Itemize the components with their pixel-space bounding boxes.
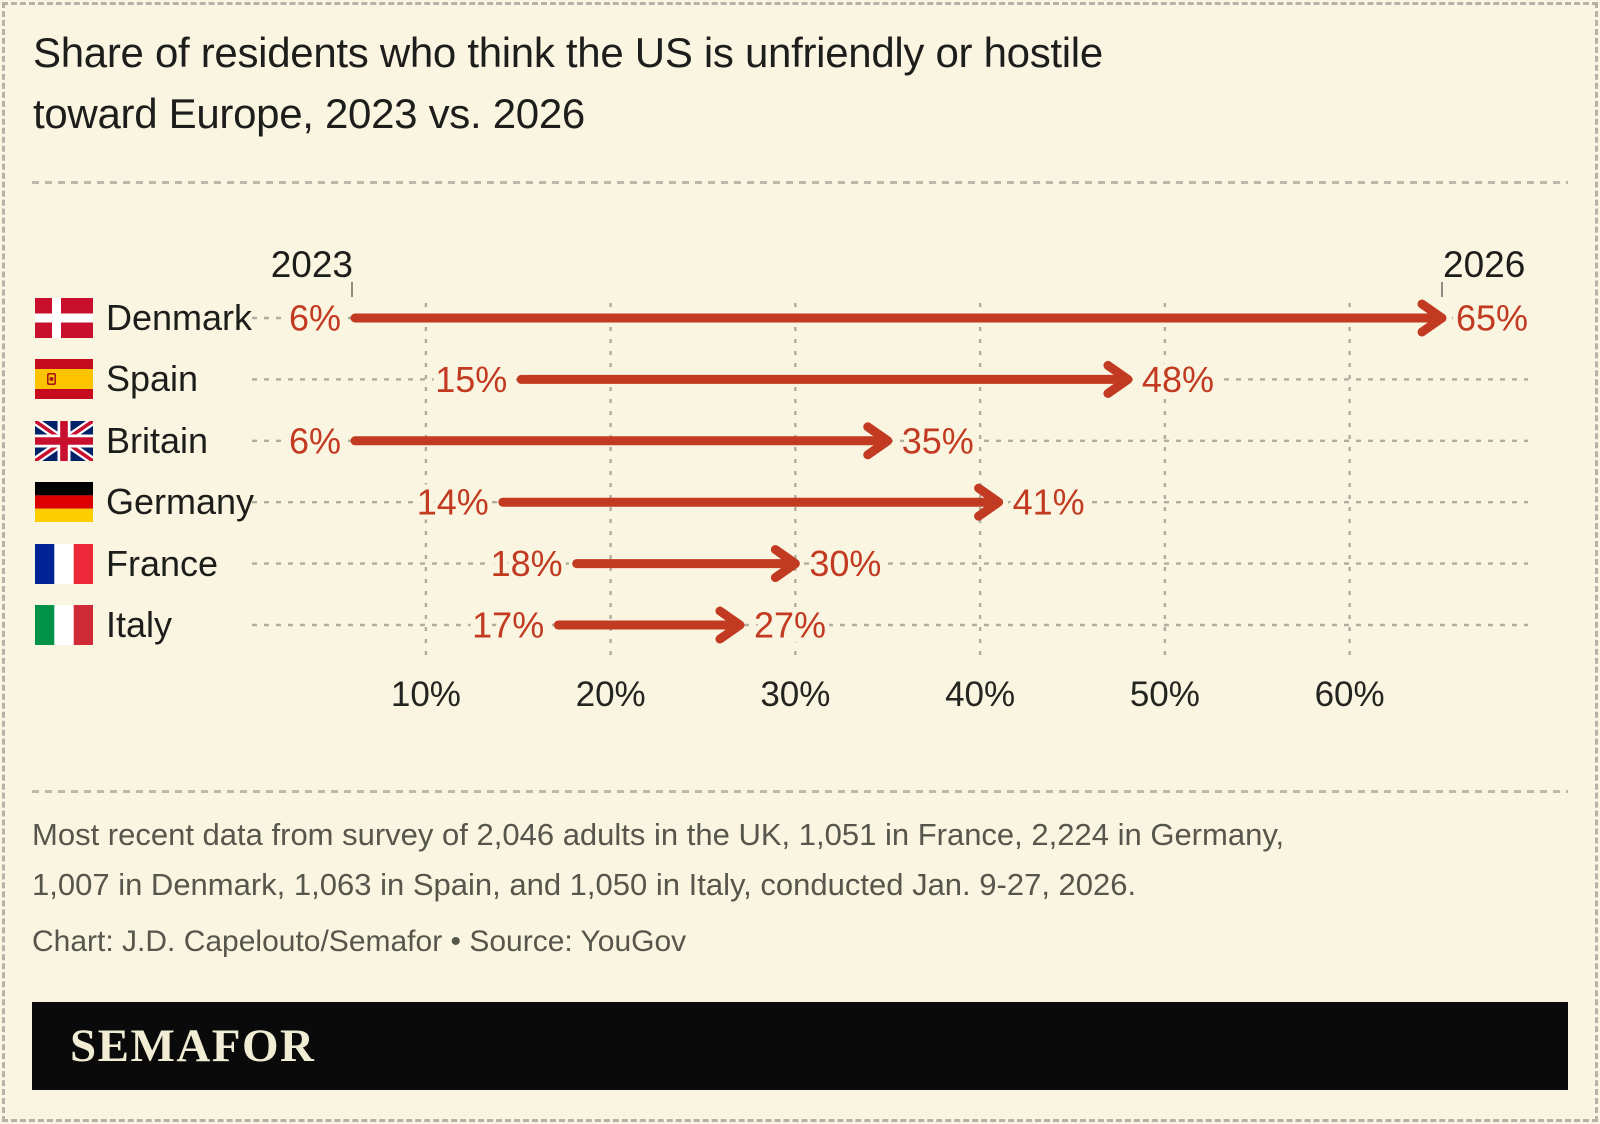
end-value-britain: 35%	[902, 420, 974, 461]
country-row-france: France	[35, 542, 219, 584]
x-axis-label-50%: 50%	[1130, 675, 1200, 714]
arrow-head-france	[770, 545, 800, 583]
title-line-1: Share of residents who think the US is u…	[33, 29, 1103, 76]
year-label-2026: 2026	[1443, 244, 1525, 285]
end-value-spain: 48%	[1142, 359, 1214, 400]
semafor-logo: SEMAFOR	[70, 1020, 316, 1072]
country-row-germany: Germany	[35, 481, 255, 523]
semafor-logo-bar: SEMAFOR	[32, 1002, 1568, 1090]
credit-line: Chart: J.D. Capelouto/Semafor • Source: …	[32, 925, 687, 958]
arrow-head-spain	[1103, 360, 1133, 398]
fr-flag-icon	[35, 543, 93, 584]
de-flag-icon	[35, 482, 93, 523]
start-value-britain: 6%	[289, 420, 341, 461]
country-row-denmark: Denmark	[35, 297, 253, 338]
country-label: Britain	[106, 419, 209, 461]
country-row-italy: Italy	[35, 604, 173, 645]
footnote-separator	[32, 790, 1568, 793]
x-axis-label-10%: 10%	[391, 675, 461, 714]
country-row-spain: Spain	[35, 358, 199, 400]
country-label: Denmark	[106, 297, 253, 338]
page-title: Share of residents who think the US is u…	[33, 22, 1103, 144]
country-row-britain: Britain	[32, 417, 209, 465]
start-value-germany: 14%	[417, 482, 489, 523]
country-label: Germany	[106, 481, 255, 523]
x-axis-label-40%: 40%	[945, 675, 1015, 714]
start-value-denmark: 6%	[289, 298, 341, 339]
footnote-line-2: 1,007 in Denmark, 1,063 in Spain, and 1,…	[32, 867, 1137, 902]
title-line-2: toward Europe, 2023 vs. 2026	[33, 90, 585, 137]
arrow-head-italy	[715, 606, 745, 644]
year-label-2023: 2023	[271, 244, 353, 285]
es-flag-icon	[35, 359, 93, 400]
start-value-spain: 15%	[435, 359, 507, 400]
start-value-france: 18%	[491, 543, 563, 584]
title-separator	[32, 181, 1568, 184]
end-value-germany: 41%	[1013, 482, 1085, 523]
it-flag-icon	[35, 605, 93, 645]
country-label: Spain	[106, 358, 199, 400]
end-value-denmark: 65%	[1456, 298, 1528, 339]
arrow-head-germany	[974, 483, 1004, 521]
end-value-italy: 27%	[754, 605, 826, 646]
footnote-line-1: Most recent data from survey of 2,046 ad…	[32, 817, 1285, 852]
x-axis-label-30%: 30%	[760, 675, 830, 714]
end-value-france: 30%	[809, 543, 881, 584]
start-value-italy: 17%	[472, 605, 544, 646]
footnote: Most recent data from survey of 2,046 ad…	[32, 810, 1568, 910]
gb-flag-icon	[32, 417, 96, 465]
arrow-head-denmark	[1417, 299, 1447, 337]
country-label: Italy	[106, 604, 173, 645]
x-axis-label-60%: 60%	[1315, 675, 1385, 714]
x-axis-label-20%: 20%	[576, 675, 646, 714]
country-label: France	[106, 542, 219, 584]
dk-flag-icon	[35, 298, 93, 338]
arrow-head-britain	[863, 422, 893, 460]
